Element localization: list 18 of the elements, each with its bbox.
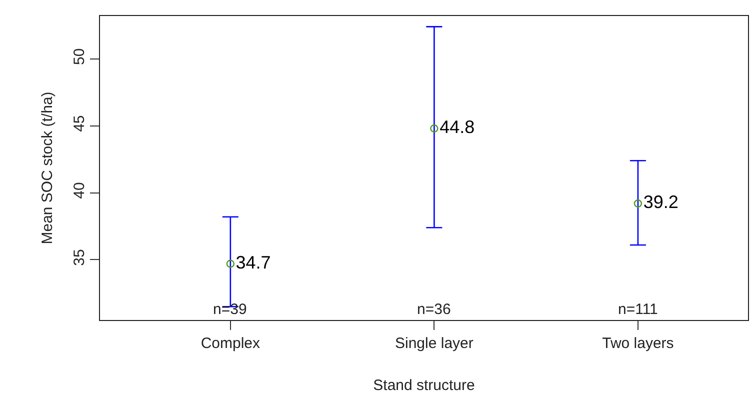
y-tick-label: 45 [70, 115, 88, 132]
x-tick-label: Single layer [394, 335, 474, 352]
y-tick-label: 35 [70, 249, 88, 266]
data-label: 39.2 [643, 192, 678, 212]
y-tick-label: 50 [70, 48, 88, 65]
point [634, 199, 642, 208]
annotation: n=39 [213, 301, 247, 318]
data-label: 44.8 [440, 116, 475, 137]
x-tick-label: Complex [200, 335, 261, 352]
x-axis-title: Stand structure [373, 377, 475, 394]
data-label: 34.7 [236, 252, 271, 272]
point [226, 260, 235, 268]
point [430, 124, 438, 133]
y-tick-label: 40 [70, 182, 88, 199]
y-axis-title: Mean SOC stock (t/ha) [39, 92, 56, 244]
annotation: n=111 [618, 301, 658, 318]
annotation: n=36 [417, 301, 451, 318]
x-tick-label: Two layers [602, 335, 674, 352]
